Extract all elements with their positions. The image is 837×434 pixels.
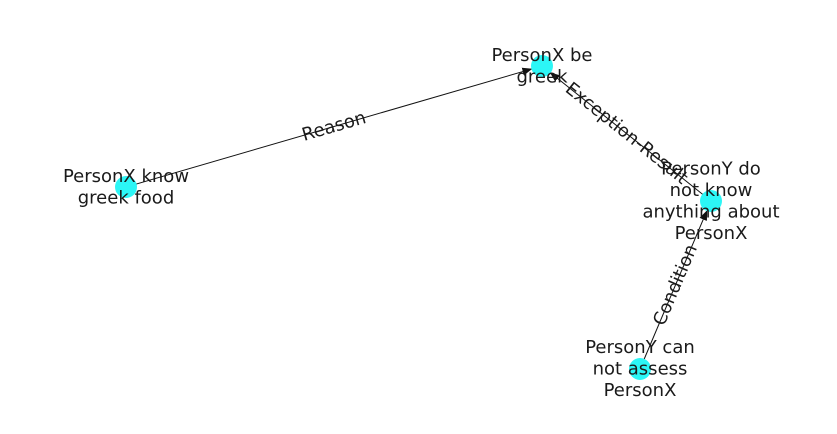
- node-n2: [115, 176, 137, 198]
- node-n1: [531, 55, 553, 77]
- edge-label-n2-n1: Reason: [300, 107, 369, 145]
- node-label-n4: PersonY can not assess PersonX: [585, 337, 695, 401]
- node-label-n1: PersonX be greek: [491, 45, 592, 88]
- edge-label-n3-n1: Exception-Result: [561, 78, 692, 188]
- edges-layer: [125, 67, 712, 370]
- node-label-line: anything about: [642, 201, 779, 222]
- node-label-n2: PersonX know greek food: [63, 166, 189, 209]
- node-label-n3: PersonY do not know anything about PersonX: [642, 158, 779, 244]
- node-n3: [700, 190, 722, 212]
- edge-n4-n3: [639, 210, 708, 370]
- node-label-line: PersonX be: [491, 45, 592, 66]
- edge-n2-n1: [125, 67, 533, 188]
- node-label-line: not assess: [593, 359, 688, 380]
- node-label-line: greek food: [78, 187, 175, 208]
- nodes-layer: [115, 55, 722, 380]
- node-label-line: not know: [670, 180, 753, 201]
- node-label-line: greek: [516, 66, 568, 87]
- node-n4: [629, 358, 651, 380]
- node-label-line: PersonY do: [661, 158, 761, 179]
- node-label-line: PersonX know: [63, 166, 189, 187]
- edge-label-n4-n3: Condition: [649, 241, 702, 328]
- node-label-line: PersonX: [604, 380, 677, 401]
- node-label-line: PersonY can: [585, 337, 695, 358]
- node-label-line: PersonX: [675, 223, 748, 244]
- edge-n3-n1: [549, 72, 712, 202]
